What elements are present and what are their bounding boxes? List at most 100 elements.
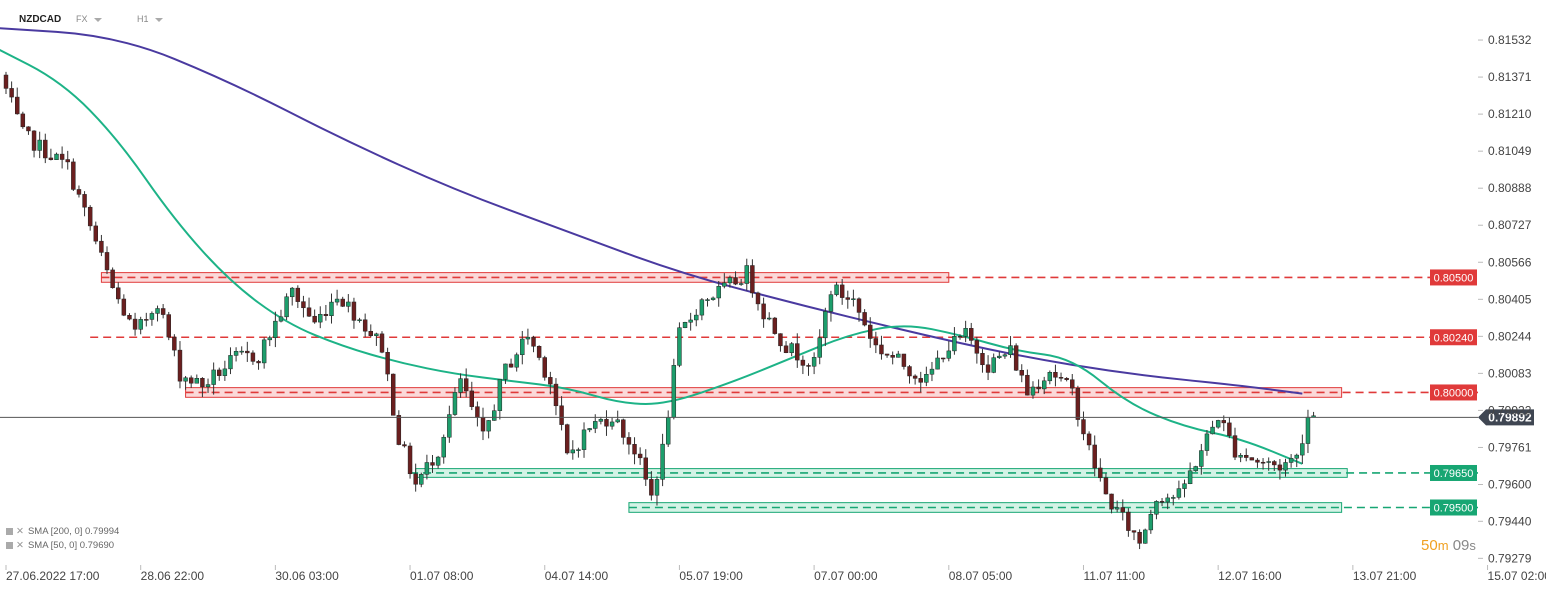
candle-bear (1249, 457, 1255, 461)
candle-bear (379, 333, 385, 353)
candle-bull (1204, 433, 1210, 451)
level-badge (1430, 464, 1477, 481)
candle-bear (626, 437, 632, 445)
candle-bull (660, 443, 665, 480)
level-label-0.80500: 0.80500 (1434, 272, 1474, 284)
candle-bear (553, 383, 559, 407)
candle-bear (542, 357, 547, 378)
candle-bull (935, 357, 940, 370)
candle-bear (856, 298, 862, 313)
timeframe-dropdown[interactable]: H1 (137, 14, 163, 24)
candle-bear (1098, 467, 1103, 479)
y-tick-label: 0.79761 (1488, 440, 1532, 454)
candle-bear (385, 352, 390, 375)
candle-bear (177, 349, 183, 382)
candle-bull (419, 474, 424, 485)
candle-bull (587, 428, 592, 431)
candle-bull (699, 299, 705, 316)
candle-bear (1070, 379, 1075, 389)
candle-bull (357, 319, 362, 322)
candle-bear (1081, 419, 1086, 435)
candle-bull (716, 286, 721, 299)
candle-bull (1114, 507, 1120, 510)
candle-bear (132, 318, 138, 330)
candle-bear (1159, 501, 1165, 503)
countdown-s-unit: s (1469, 538, 1476, 553)
x-tick-label: 13.07 21:00 (1353, 569, 1417, 583)
candle-bull (744, 265, 749, 284)
candle-bull (991, 357, 996, 373)
candle-bull (447, 414, 452, 438)
candle-bull (194, 378, 200, 384)
y-tick-label: 0.79279 (1488, 551, 1532, 565)
level-label-0.79650: 0.79650 (1434, 468, 1474, 480)
candle-bear (391, 373, 396, 416)
candle-bear (1244, 455, 1249, 458)
candle-bull (183, 377, 188, 382)
candle-bear (3, 74, 9, 89)
candle-bull (267, 337, 272, 341)
countdown-seconds: 09 (1452, 537, 1470, 554)
y-tick-label: 0.80888 (1488, 181, 1532, 195)
candle-bull (963, 328, 968, 337)
symbol-label: NZDCAD (19, 14, 62, 25)
y-tick-label: 0.80083 (1488, 366, 1532, 380)
legend-sma200[interactable]: ✕ SMA [200, 0] 0.79994 (6, 526, 119, 537)
y-tick-label: 0.81049 (1488, 144, 1532, 158)
candle-bull (1266, 461, 1271, 463)
x-tick-label: 30.06 03:00 (275, 569, 339, 583)
candle-countdown: 50m 09s (1421, 537, 1476, 554)
legend-sma50[interactable]: ✕ SMA [50, 0] 0.79690 (6, 540, 114, 551)
candle-bear (301, 301, 306, 309)
candle-bull (671, 365, 677, 418)
candle-bear (1103, 477, 1109, 495)
x-tick-label: 27.06.2022 17:00 (6, 569, 100, 583)
candle-bull (665, 417, 671, 445)
candle-bull (289, 287, 295, 298)
candle-bull (155, 308, 160, 314)
y-tick-label: 0.80244 (1488, 329, 1532, 343)
candle-bear (564, 424, 570, 454)
candle-bull (1047, 372, 1053, 382)
close-icon[interactable]: ✕ (16, 540, 24, 551)
current-price-label: 0.79892 (1488, 410, 1532, 424)
close-icon[interactable]: ✕ (16, 526, 24, 537)
candle-bear (312, 315, 317, 323)
candle-bull (318, 313, 323, 323)
candle-bear (761, 303, 766, 320)
candle-bear (43, 139, 48, 159)
y-tick-label: 0.80566 (1488, 255, 1532, 269)
candle-bull (492, 410, 497, 421)
market-dropdown[interactable]: FX (76, 14, 102, 24)
current-price-line: 0.79892 (0, 409, 1534, 426)
candle-bear (26, 126, 31, 132)
candle-bear (957, 336, 963, 338)
candle-bear (475, 406, 480, 418)
candle-bull (952, 336, 957, 352)
candle-bull (694, 314, 699, 321)
sma50-line (0, 48, 1303, 465)
sma200-line (0, 27, 1303, 395)
candle-bull (997, 355, 1002, 358)
countdown-m-unit: m (1437, 538, 1449, 553)
candle-bear (508, 363, 514, 368)
candle-bear (1058, 377, 1064, 379)
candle-bear (407, 445, 413, 475)
candle-bear (1227, 422, 1232, 436)
current-price-badge (1478, 409, 1534, 426)
candle-bear (755, 292, 761, 305)
candle-bear (87, 206, 93, 227)
candle-bear (632, 444, 637, 455)
candle-bull (896, 353, 901, 358)
candle-bull (1199, 450, 1204, 467)
candle-bear (985, 364, 991, 373)
x-tick-label: 28.06 22:00 (141, 569, 205, 583)
y-tick-label: 0.81371 (1488, 70, 1532, 84)
candle-bull (374, 333, 379, 336)
candle-bear (306, 307, 312, 317)
legend-sma50-label: SMA [50, 0] 0.79690 (27, 540, 115, 551)
candle-bull (1143, 529, 1148, 544)
candle-bull (677, 327, 682, 366)
